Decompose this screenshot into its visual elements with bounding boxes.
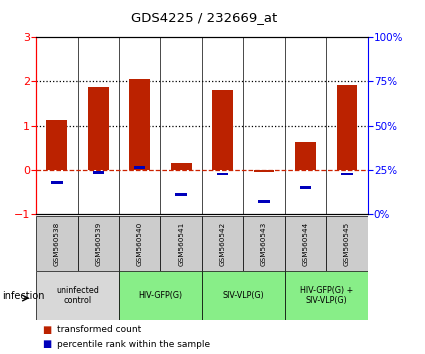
Bar — [129, 79, 150, 170]
Bar — [51, 181, 62, 184]
Bar — [36, 271, 119, 320]
Bar — [202, 216, 243, 271]
Bar — [300, 186, 311, 189]
Bar — [258, 200, 270, 203]
Bar — [88, 87, 109, 170]
Bar — [295, 142, 316, 170]
Bar — [217, 172, 228, 175]
Bar — [285, 216, 326, 271]
Bar — [212, 90, 233, 170]
Text: GSM560541: GSM560541 — [178, 221, 184, 266]
Bar — [202, 271, 285, 320]
Text: GSM560540: GSM560540 — [137, 221, 143, 266]
Text: HIV-GFP(G) +
SIV-VLP(G): HIV-GFP(G) + SIV-VLP(G) — [300, 286, 353, 305]
Text: uninfected
control: uninfected control — [56, 286, 99, 305]
Bar — [171, 163, 192, 170]
Text: GDS4225 / 232669_at: GDS4225 / 232669_at — [131, 11, 277, 24]
Bar — [176, 193, 187, 195]
Text: GSM560544: GSM560544 — [303, 221, 309, 266]
Bar — [243, 216, 285, 271]
Bar — [285, 271, 368, 320]
Text: SIV-VLP(G): SIV-VLP(G) — [222, 291, 264, 300]
Text: GSM560539: GSM560539 — [95, 221, 101, 266]
Bar — [93, 171, 104, 174]
Bar — [119, 271, 202, 320]
Text: infection: infection — [2, 291, 45, 301]
Text: GSM560543: GSM560543 — [261, 221, 267, 266]
Bar — [160, 216, 202, 271]
Bar — [326, 216, 368, 271]
Bar — [36, 216, 77, 271]
Text: GSM560538: GSM560538 — [54, 221, 60, 266]
Text: ■: ■ — [42, 325, 52, 335]
Bar — [254, 170, 275, 172]
Bar — [134, 166, 145, 169]
Text: percentile rank within the sample: percentile rank within the sample — [57, 339, 210, 349]
Text: ■: ■ — [42, 339, 52, 349]
Bar — [337, 85, 357, 170]
Text: transformed count: transformed count — [57, 325, 142, 335]
Bar — [46, 120, 67, 170]
Text: GSM560545: GSM560545 — [344, 221, 350, 266]
Bar — [341, 172, 353, 175]
Bar — [77, 216, 119, 271]
Text: GSM560542: GSM560542 — [220, 221, 226, 266]
Text: HIV-GFP(G): HIV-GFP(G) — [139, 291, 182, 300]
Bar — [119, 216, 160, 271]
